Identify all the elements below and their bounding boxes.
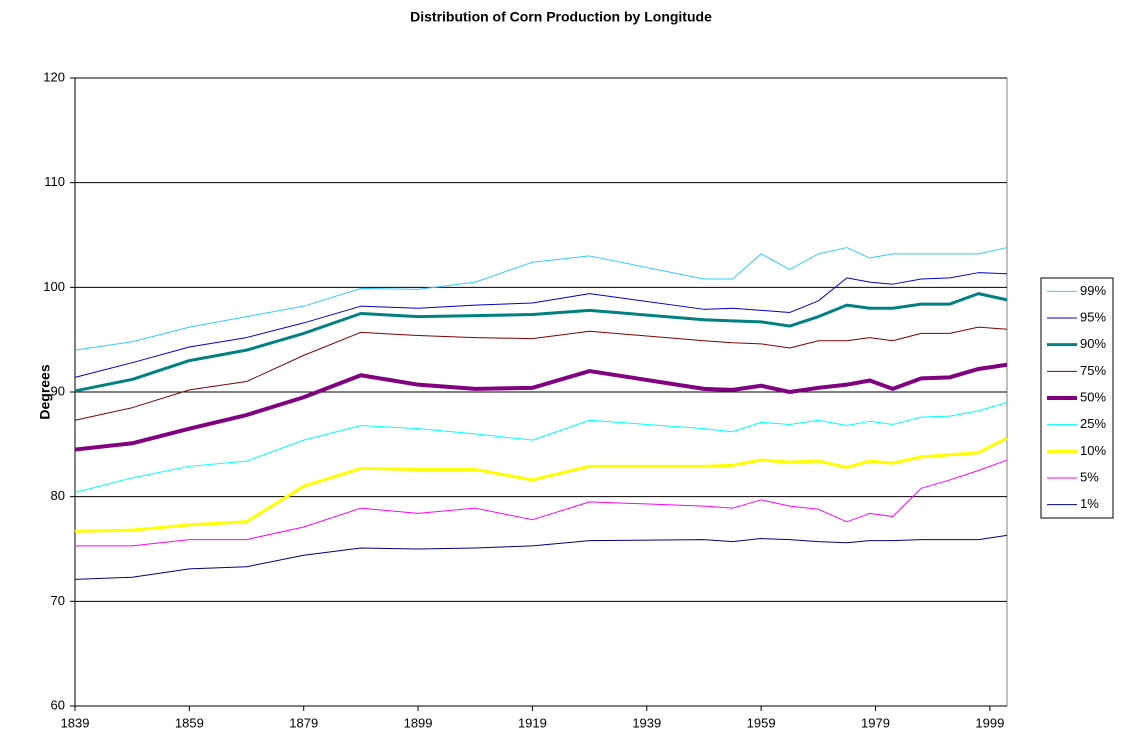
series-line xyxy=(74,326,1008,421)
x-tick-label: 1879 xyxy=(289,715,318,730)
y-tick-label: 110 xyxy=(44,174,65,189)
y-tick-label: 70 xyxy=(51,593,65,608)
series-line xyxy=(74,272,1008,378)
x-tick-label: 1899 xyxy=(404,715,433,730)
legend-label: 99% xyxy=(1080,283,1106,298)
legend-label: 10% xyxy=(1080,443,1106,458)
legend-label: 50% xyxy=(1080,389,1106,404)
series-line xyxy=(75,459,1008,547)
legend-label: 25% xyxy=(1080,416,1106,431)
x-tick-label: 1959 xyxy=(747,715,776,730)
x-tick-label: 1979 xyxy=(861,715,890,730)
y-tick-label: 60 xyxy=(51,697,65,712)
x-tick-label: 1919 xyxy=(518,715,547,730)
legend-label: 1% xyxy=(1080,496,1099,511)
x-tick-label: 1939 xyxy=(632,715,661,730)
legend-label: 95% xyxy=(1080,309,1106,324)
y-tick-label: 80 xyxy=(51,488,65,503)
x-tick-label: 1839 xyxy=(61,715,90,730)
series-line xyxy=(74,362,1008,452)
series-line xyxy=(74,401,1008,493)
legend-label: 5% xyxy=(1080,469,1099,484)
legend-label: 90% xyxy=(1080,336,1106,351)
chart-title: Distribution of Corn Production by Longi… xyxy=(410,9,712,25)
y-tick-label: 90 xyxy=(51,383,65,398)
series-line xyxy=(74,436,1008,533)
x-tick-label: 1859 xyxy=(175,715,204,730)
y-axis-label: Degrees xyxy=(37,364,53,419)
series-line xyxy=(74,534,1008,580)
y-tick-label: 120 xyxy=(43,69,65,84)
legend-label: 75% xyxy=(1080,363,1106,378)
x-tick-label: 1999 xyxy=(975,715,1004,730)
y-tick-label: 100 xyxy=(43,279,65,294)
series-line xyxy=(74,247,1008,351)
series-line xyxy=(74,292,1008,393)
